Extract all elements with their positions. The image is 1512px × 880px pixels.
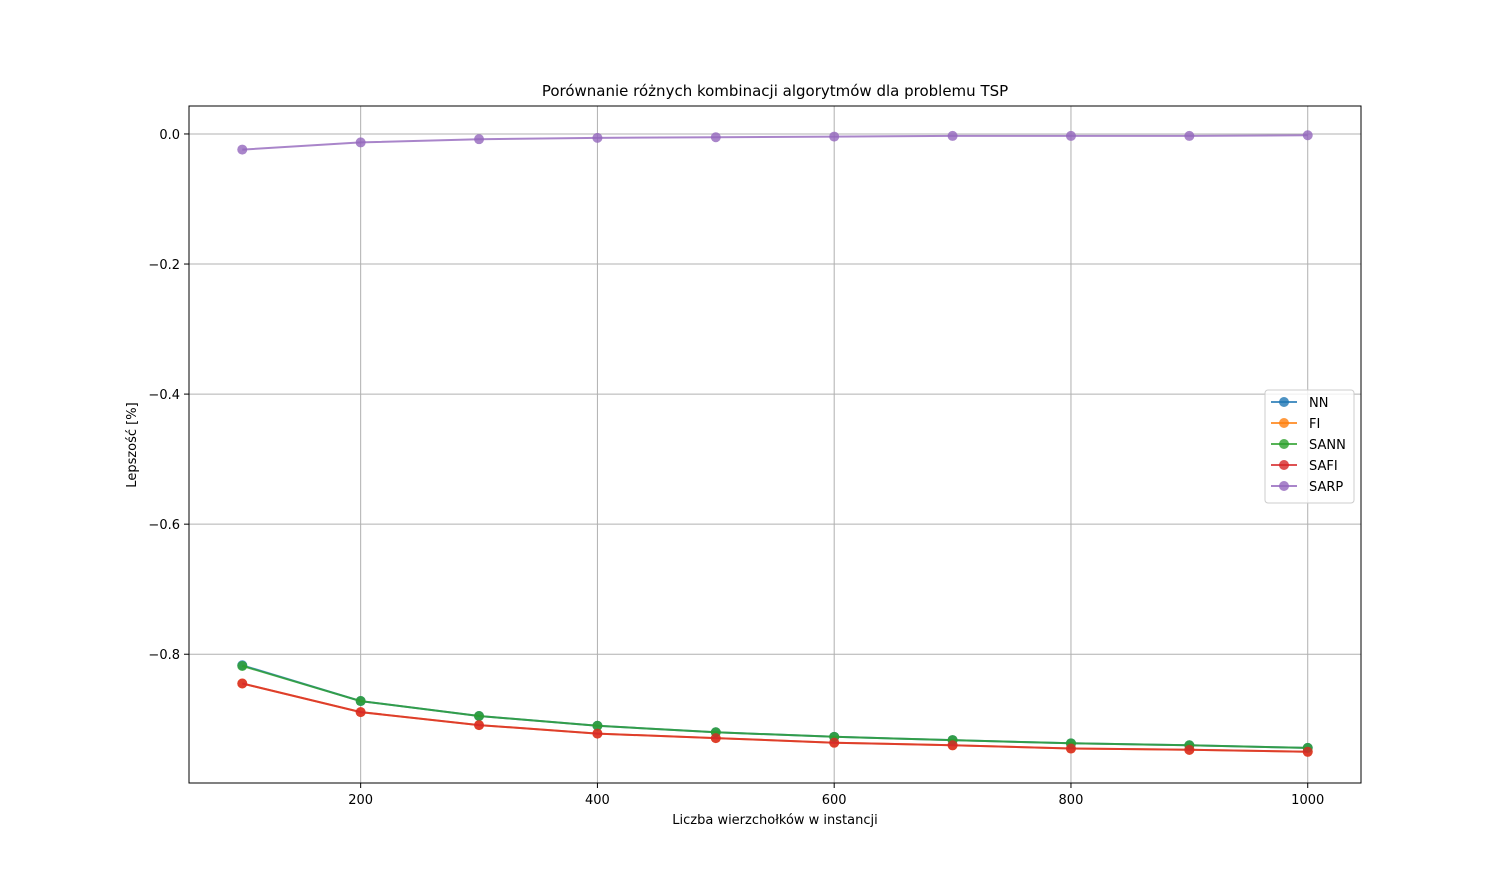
x-tick-label: 200 [348,793,373,808]
legend-label: NN [1309,396,1328,411]
data-point-sarp [237,144,248,155]
data-point-sann [237,660,248,671]
legend-marker [1279,397,1289,407]
data-point-sann [474,711,485,722]
x-axis-ticks: 200 400 600 800 1000 [348,783,1324,808]
x-tick-label: 400 [585,793,610,808]
grid-lines [189,106,1361,783]
data-point-safi [710,733,721,744]
data-point-sarp [1302,130,1313,141]
data-point-sarp [355,137,366,148]
y-tick-label: 0.0 [159,128,180,143]
data-point-sarp [592,132,603,143]
legend-item-safi: SAFI [1271,459,1338,474]
legend-box [1264,389,1355,504]
data-point-safi [829,737,840,748]
chart-title: Porównanie różnych kombinacji algorytmów… [542,82,1008,100]
legend-label: FI [1309,417,1320,432]
legend-label: SANN [1309,438,1346,453]
y-tick-label: −0.4 [148,388,180,403]
x-axis-label: Liczba wierzchołków w instancji [672,813,877,828]
y-axis-label: Lepszość [%] [125,402,140,487]
data-point-sarp [829,131,840,142]
data-point-safi [1065,743,1076,754]
data-point-sarp [947,130,958,141]
data-point-safi [592,728,603,739]
plot-frame [188,105,1362,784]
legend-item-nn: NN [1271,396,1328,411]
legend-item-fi: FI [1271,417,1320,432]
data-point-sann [592,720,603,731]
legend-item-sann: SANN [1271,438,1346,453]
legend-marker [1279,481,1289,491]
data-point-sarp [474,134,485,145]
legend-marker [1279,439,1289,449]
data-point-safi [1302,746,1313,757]
data-point-sarp [1184,130,1195,141]
data-point-safi [355,707,366,718]
data-point-sarp [1065,130,1076,141]
y-tick-label: −0.2 [148,258,180,273]
x-tick-label: 800 [1059,793,1084,808]
y-axis-ticks: 0.0 −0.2 −0.4 −0.6 −0.8 [148,128,189,663]
series-line-sarp [242,134,1308,151]
data-point-safi [947,740,958,751]
y-tick-label: −0.8 [148,648,180,663]
series-layer [237,130,1313,757]
data-point-safi [237,678,248,689]
data-point-safi [474,720,485,731]
x-tick-label: 1000 [1291,793,1324,808]
legend-label: SAFI [1309,459,1338,474]
y-tick-label: −0.6 [148,518,180,533]
series-sarp [237,130,1313,155]
legend-item-sarp: SARP [1271,480,1343,495]
legend: NN FI SANN SAFI SARP [1264,389,1355,504]
data-point-sann [355,696,366,707]
legend-marker [1279,460,1289,470]
legend-label: SARP [1309,480,1343,495]
x-tick-label: 600 [822,793,847,808]
data-point-safi [1184,744,1195,755]
data-point-sarp [710,132,721,143]
series-safi [237,678,1313,757]
series-line-safi [242,682,1308,753]
series-line-sann [242,664,1308,749]
legend-marker [1279,418,1289,428]
